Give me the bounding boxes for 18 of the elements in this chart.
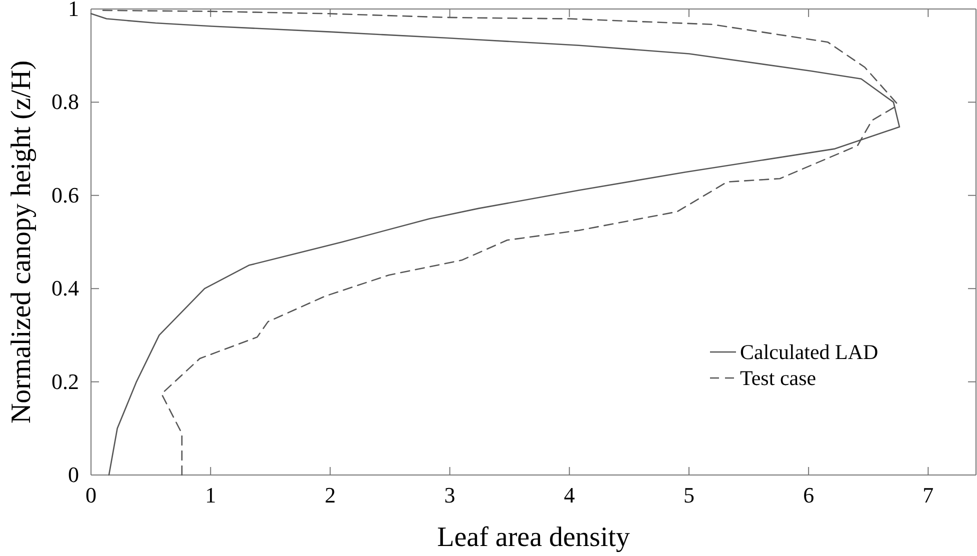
y-axis-title: Normalized canopy height (z/H): [6, 60, 37, 424]
x-axis-title: Leaf area density: [437, 522, 630, 553]
legend-label: Test case: [740, 366, 816, 390]
x-tick-label: 6: [803, 482, 814, 508]
x-tick-label: 5: [683, 482, 694, 508]
x-tick-label: 7: [922, 482, 934, 508]
y-tick-label: 0.4: [52, 276, 79, 301]
x-tick-label: 4: [564, 482, 575, 508]
x-tick-label: 0: [86, 482, 96, 508]
y-tick-label: 0.8: [52, 89, 79, 114]
x-tick-label: 2: [324, 482, 336, 508]
y-tick-label: 1: [68, 0, 79, 22]
x-tick-label: 3: [444, 482, 456, 508]
y-tick-label: 0.6: [52, 182, 79, 208]
x-tick-label: 1: [205, 482, 216, 508]
y-tick-label: 0: [68, 462, 79, 488]
y-tick-label: 0.2: [52, 368, 79, 394]
legend-label: Calculated LAD: [740, 340, 878, 364]
